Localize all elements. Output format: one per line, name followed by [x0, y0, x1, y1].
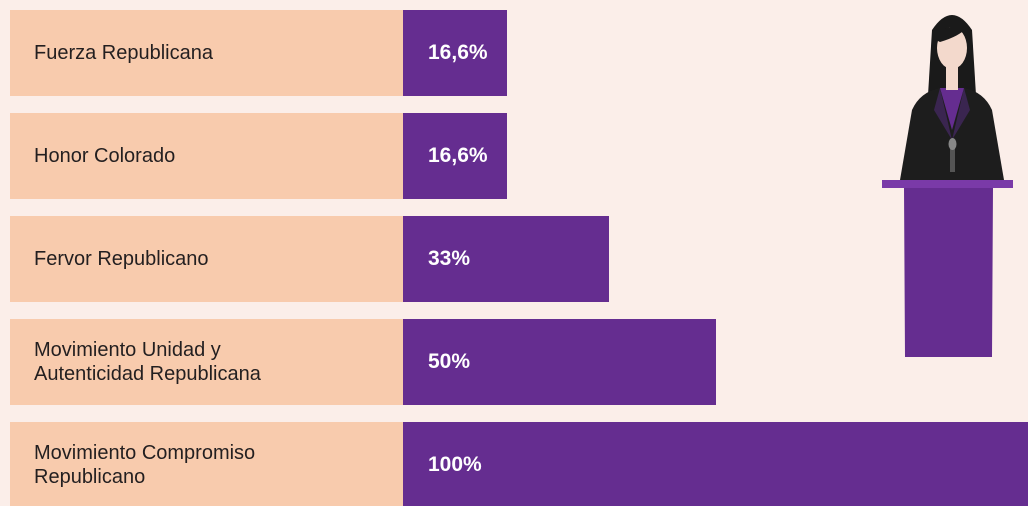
- category-label: Fervor Republicano: [34, 247, 209, 271]
- category-label: Honor Colorado: [34, 144, 175, 168]
- category-label: Movimiento Unidad y Autenticidad Republi…: [34, 338, 334, 386]
- value-label: 33%: [428, 216, 470, 302]
- value-label: 16,6%: [428, 113, 488, 199]
- value-label: 50%: [428, 319, 470, 405]
- category-box: Fervor Republicano: [10, 216, 403, 302]
- category-label: Movimiento Compromiso Republicano: [34, 441, 334, 489]
- bar-row: Movimiento Unidad y Autenticidad Republi…: [10, 319, 1028, 405]
- bar: [403, 422, 1028, 506]
- category-label: Fuerza Republicana: [34, 41, 213, 65]
- infographic: Fuerza Republicana 16,6% Honor Colorado 16,…: [0, 0, 1028, 506]
- value-label: 16,6%: [428, 10, 488, 96]
- category-box: Movimiento Compromiso Republicano: [10, 422, 403, 506]
- value-label: 100%: [428, 422, 482, 506]
- bar-row: Movimiento Compromiso Republicano 100%: [10, 422, 1028, 506]
- bar-row: Fuerza Republicana 16,6%: [10, 10, 1028, 96]
- category-box: Honor Colorado: [10, 113, 403, 199]
- bar-row: Fervor Republicano 33%: [10, 216, 1028, 302]
- bar-row: Honor Colorado 16,6%: [10, 113, 1028, 199]
- category-box: Movimiento Unidad y Autenticidad Republi…: [10, 319, 403, 405]
- category-box: Fuerza Republicana: [10, 10, 403, 96]
